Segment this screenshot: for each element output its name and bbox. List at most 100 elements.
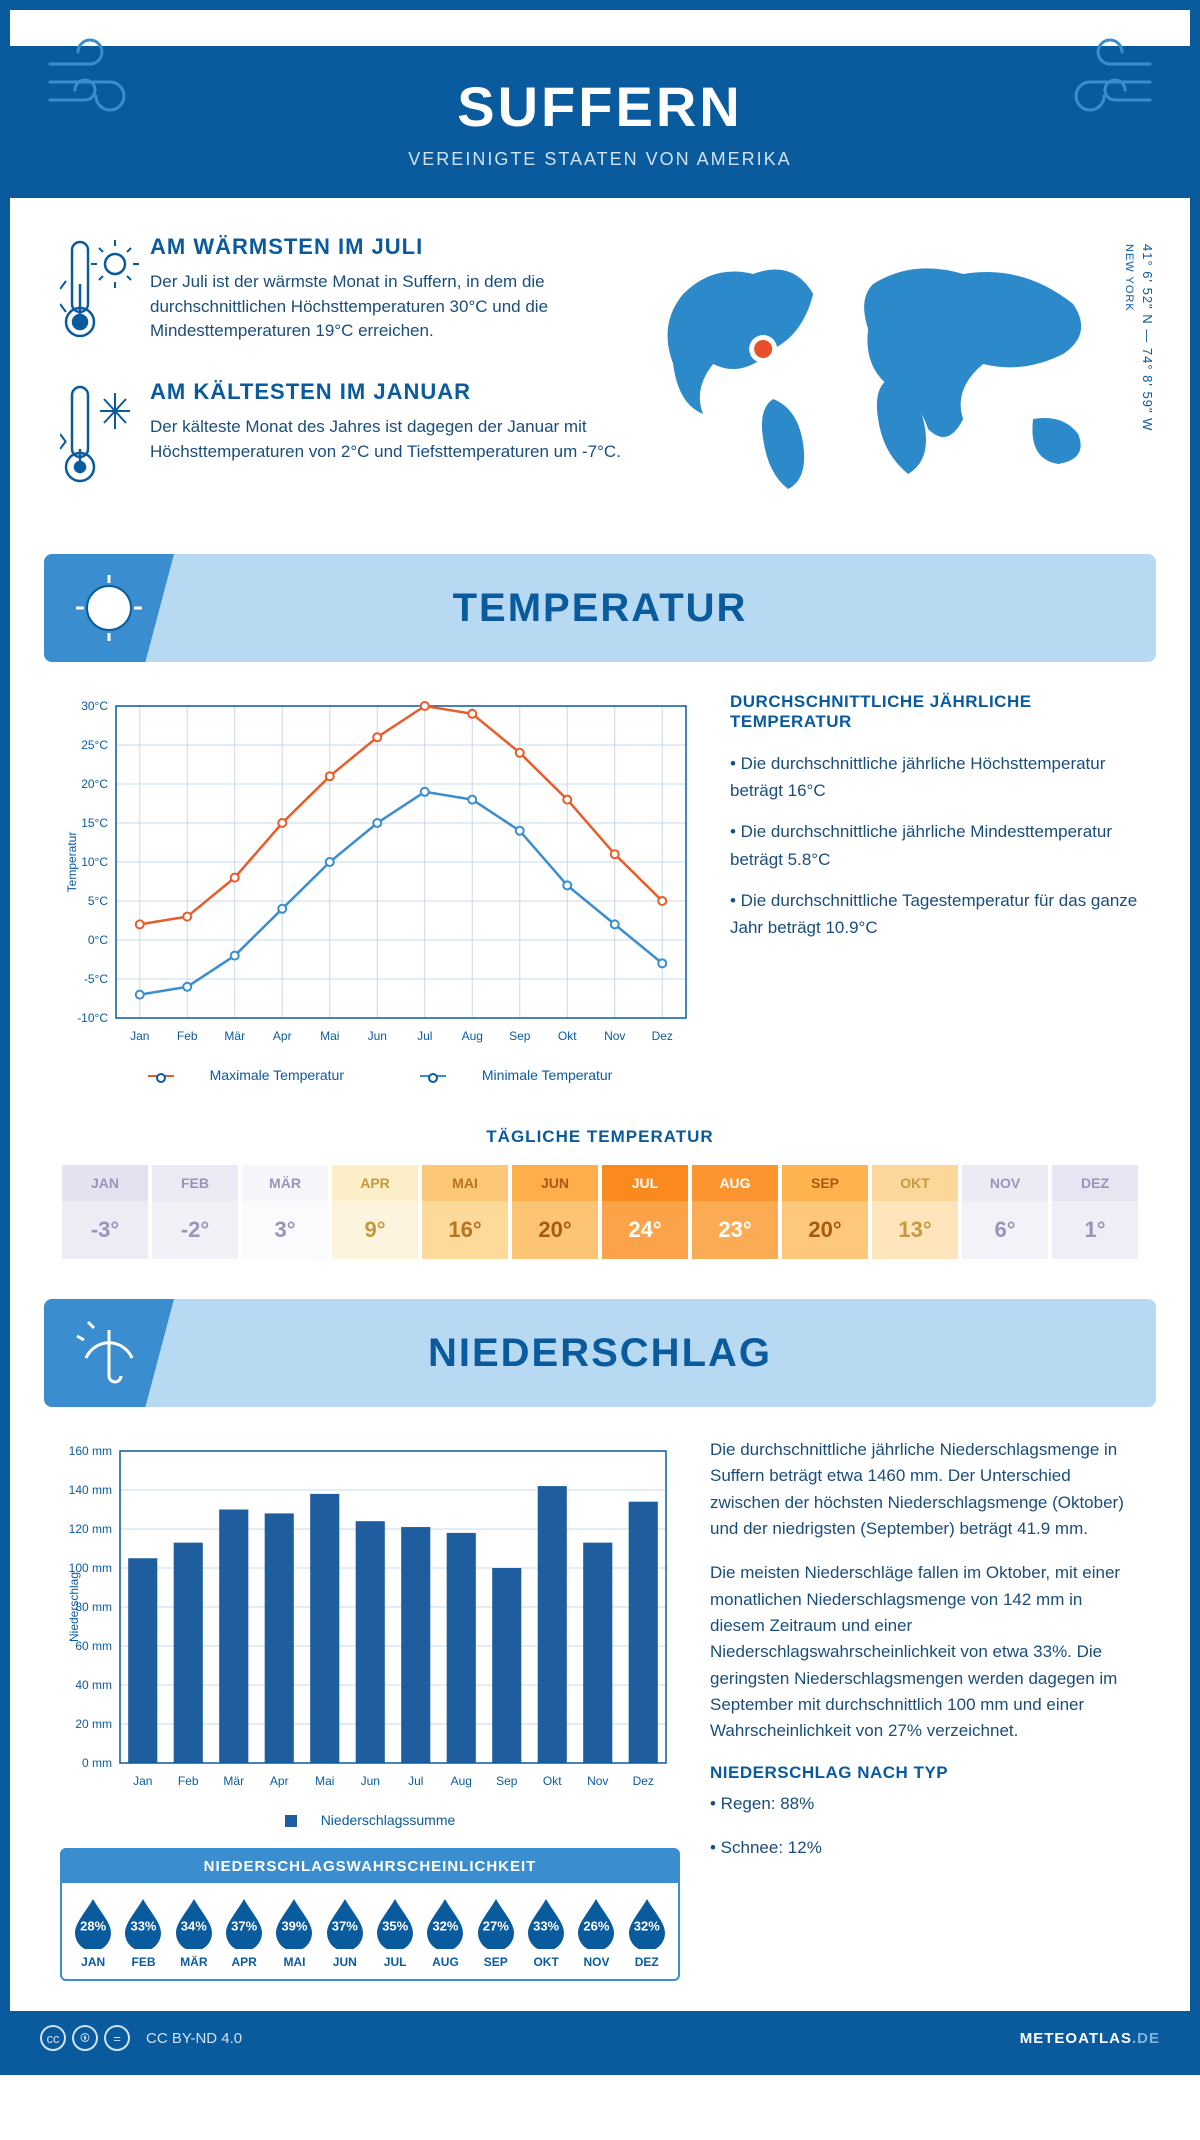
svg-text:-10°C: -10°C [77,1011,108,1025]
svg-text:Okt: Okt [543,1774,562,1788]
svg-text:Nov: Nov [587,1774,608,1788]
daily-temp-cell: APR9° [332,1165,418,1259]
svg-text:Apr: Apr [270,1774,289,1788]
svg-text:Apr: Apr [273,1029,292,1043]
daily-temp-title: TÄGLICHE TEMPERATUR [10,1127,1190,1147]
coldest-text: Der kälteste Monat des Jahres ist dagege… [150,415,626,464]
svg-text:Okt: Okt [558,1029,577,1043]
probability-cell: 28%JAN [68,1897,118,1969]
probability-cell: 35%JUL [370,1897,420,1969]
daily-temp-cell: MAI16° [422,1165,508,1259]
probability-cell: 33%FEB [118,1897,168,1969]
footer: cc 🅯 = CC BY-ND 4.0 METEOATLAS.DE [10,2011,1190,2065]
section-title: NIEDERSCHLAG [428,1331,772,1376]
svg-text:20 mm: 20 mm [75,1717,112,1731]
svg-text:140 mm: 140 mm [69,1483,112,1497]
svg-text:Temperatur: Temperatur [65,832,79,893]
umbrella-icon [44,1299,174,1407]
daily-temp-cell: NOV6° [962,1165,1048,1259]
temperature-chart: -10°C-5°C0°C5°C10°C15°C20°C25°C30°CJanFe… [60,692,700,1083]
svg-text:Sep: Sep [496,1774,518,1788]
probability-cell: 34%MÄR [169,1897,219,1969]
svg-text:Dez: Dez [633,1774,654,1788]
svg-text:Sep: Sep [509,1029,531,1043]
daily-temp-cell: JUN20° [512,1165,598,1259]
probability-cell: 37%JUN [320,1897,370,1969]
thermometer-snow-icon [60,379,150,494]
section-banner-temperature: TEMPERATUR [44,554,1156,662]
daily-temp-cell: SEP20° [782,1165,868,1259]
license: cc 🅯 = CC BY-ND 4.0 [40,2025,242,2051]
coldest-title: AM KÄLTESTEN IM JANUAR [150,379,626,405]
drop-icon: 26% [574,1897,618,1949]
svg-text:Jan: Jan [133,1774,152,1788]
svg-text:Mär: Mär [223,1774,244,1788]
sun-icon [44,554,174,662]
section-title: TEMPERATUR [453,586,748,631]
svg-text:Dez: Dez [652,1029,673,1043]
svg-text:Nov: Nov [604,1029,625,1043]
nd-icon: = [104,2025,130,2051]
daily-temp-cell: FEB-2° [152,1165,238,1259]
warmest-title: AM WÄRMSTEN IM JULI [150,234,626,260]
warmest-text: Der Juli ist der wärmste Monat in Suffer… [150,270,626,344]
svg-text:15°C: 15°C [81,816,108,830]
drop-icon: 32% [423,1897,467,1949]
probability-box: NIEDERSCHLAGSWAHRSCHEINLICHKEIT 28%JAN33… [60,1848,680,1981]
header-band: SUFFERN VEREINIGTE STAATEN VON AMERIKA [10,46,1190,198]
daily-temp-cell: AUG23° [692,1165,778,1259]
svg-text:Mär: Mär [224,1029,245,1043]
svg-text:Feb: Feb [177,1029,198,1043]
drop-icon: 32% [625,1897,669,1949]
section-banner-precipitation: NIEDERSCHLAG [44,1299,1156,1407]
drop-icon: 35% [373,1897,417,1949]
country-subtitle: VEREINIGTE STAATEN VON AMERIKA [10,149,1190,170]
svg-text:Jun: Jun [361,1774,380,1788]
svg-text:Mai: Mai [320,1029,339,1043]
drop-icon: 28% [71,1897,115,1949]
temperature-summary: DURCHSCHNITTLICHE JÄHRLICHE TEMPERATUR •… [700,692,1140,1083]
probability-cell: 37%APR [219,1897,269,1969]
warmest-block: AM WÄRMSTEN IM JULI Der Juli ist der wär… [60,234,626,349]
by-icon: 🅯 [72,2025,98,2051]
svg-text:160 mm: 160 mm [69,1444,112,1458]
svg-text:30°C: 30°C [81,699,108,713]
chart-legend: Maximale Temperatur Minimale Temperatur [60,1067,700,1083]
daily-temp-cell: DEZ1° [1052,1165,1138,1259]
svg-text:120 mm: 120 mm [69,1522,112,1536]
svg-text:Aug: Aug [451,1774,472,1788]
precipitation-summary: Die durchschnittliche jährliche Niedersc… [680,1437,1140,1981]
drop-icon: 37% [323,1897,367,1949]
brand: METEOATLAS.DE [1020,2030,1160,2047]
svg-text:10°C: 10°C [81,855,108,869]
probability-cell: 26%NOV [571,1897,621,1969]
svg-text:Jun: Jun [368,1029,387,1043]
svg-text:Jul: Jul [417,1029,432,1043]
svg-text:0°C: 0°C [88,933,108,947]
drop-icon: 34% [172,1897,216,1949]
drop-icon: 27% [474,1897,518,1949]
daily-temp-cell: JUL24° [602,1165,688,1259]
svg-text:Jul: Jul [408,1774,423,1788]
svg-text:Niederschlag: Niederschlag [67,1572,81,1642]
world-map: 41° 6' 52" N — 74° 8' 59" WNEW YORK [626,234,1140,524]
city-title: SUFFERN [10,74,1190,139]
svg-text:Feb: Feb [178,1774,199,1788]
svg-text:40 mm: 40 mm [75,1678,112,1692]
chart-legend: Niederschlagssumme [60,1812,680,1828]
probability-cell: 27%SEP [471,1897,521,1969]
coordinates: 41° 6' 52" N — 74° 8' 59" WNEW YORK [1120,244,1156,431]
drop-icon: 37% [222,1897,266,1949]
daily-temp-cell: MÄR3° [242,1165,328,1259]
probability-cell: 32%DEZ [622,1897,672,1969]
coldest-block: AM KÄLTESTEN IM JANUAR Der kälteste Mona… [60,379,626,494]
drop-icon: 33% [121,1897,165,1949]
svg-text:Jan: Jan [130,1029,149,1043]
svg-text:-5°C: -5°C [84,972,108,986]
cc-icon: cc [40,2025,66,2051]
probability-cell: 33%OKT [521,1897,571,1969]
drop-icon: 33% [524,1897,568,1949]
daily-temp-table: JAN-3°FEB-2°MÄR3°APR9°MAI16°JUN20°JUL24°… [60,1165,1140,1259]
probability-cell: 32%AUG [420,1897,470,1969]
svg-text:5°C: 5°C [88,894,108,908]
